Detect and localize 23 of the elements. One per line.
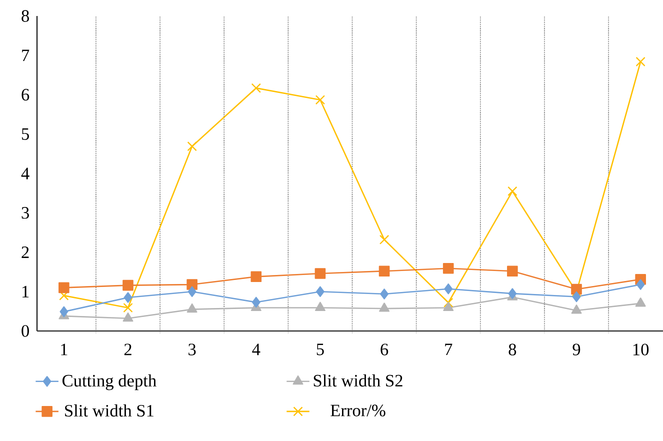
legend-label: Slit width S2 xyxy=(314,374,402,387)
x-tick-label: 3 xyxy=(188,344,196,356)
y-tick-label: 3 xyxy=(22,207,29,219)
y-tick-label: 7 xyxy=(22,50,30,62)
x-tick-label: 7 xyxy=(445,344,452,356)
legend-label: Slit width S1 xyxy=(65,404,154,417)
x-tick-label: 9 xyxy=(572,344,580,356)
x-tick-label: 8 xyxy=(508,344,516,356)
legend-label: Cutting depth xyxy=(62,374,156,390)
y-tick-label: 1 xyxy=(22,286,29,298)
y-tick-label: 5 xyxy=(22,128,29,140)
legend-label: Error/% xyxy=(330,404,386,416)
x-tick-label: 4 xyxy=(252,344,260,356)
y-tick-label: 0 xyxy=(22,325,29,337)
y-tick-label: 2 xyxy=(22,246,29,258)
x-tick-label: 10 xyxy=(633,344,649,356)
x-tick-label: 2 xyxy=(124,344,132,356)
y-tick-label: 6 xyxy=(22,88,30,101)
x-tick-label: 1 xyxy=(61,344,68,356)
y-tick-label: 4 xyxy=(21,168,30,180)
y-tick-label: 8 xyxy=(22,10,29,22)
x-tick-label: 6 xyxy=(380,344,388,356)
x-tick-label: 5 xyxy=(316,344,324,356)
